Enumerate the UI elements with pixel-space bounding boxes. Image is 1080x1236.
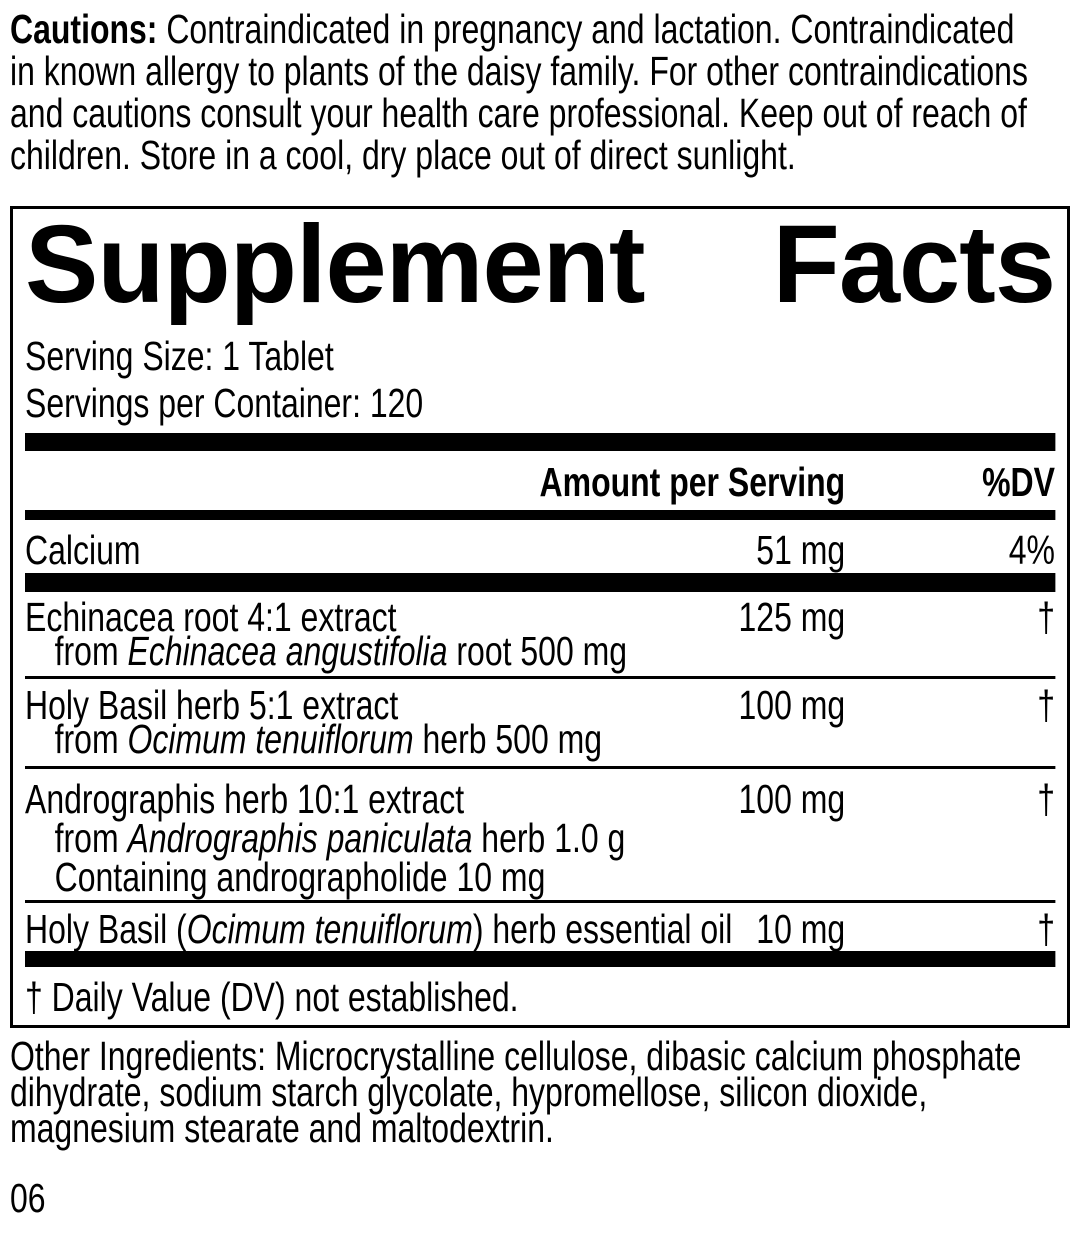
thick-rule (25, 951, 1055, 967)
ingredient-source-line: from Ocimum tenuiflorum herb 500 mg (54, 716, 603, 762)
thin-rule (25, 676, 1055, 679)
botanical-name: Andrographis paniculata (127, 815, 473, 861)
ingredient-dv: † (1037, 594, 1055, 640)
ingredient-source-line: from Andrographis paniculata herb 1.0 g (54, 815, 626, 861)
table-row-andrographis: Andrographis herb 10:1 extract 100 mg † … (25, 769, 1055, 900)
ingredient-dv: 4% (1008, 527, 1055, 573)
servings-per-container: Servings per Container: 120 (25, 380, 424, 426)
ingredient-dv: † (1037, 776, 1055, 822)
serving-info: Serving Size: 1 Tablet Servings per Cont… (25, 333, 1055, 427)
table-row-holy-basil: Holy Basil herb 5:1 extract 100 mg † fro… (25, 679, 1055, 766)
panel-title-word-supplement: Supplement (25, 206, 645, 326)
thin-rule (25, 900, 1055, 903)
ingredient-dv: † (1037, 906, 1055, 952)
cautions-label: Cautions: (10, 6, 158, 52)
panel-title-word-facts: Facts (772, 206, 1056, 326)
botanical-name: Ocimum tenuiflorum (127, 716, 414, 762)
ingredient-name: Holy Basil herb 5:1 extract (25, 682, 399, 728)
panel-title: Supplement Facts (25, 206, 1056, 326)
daily-value-footnote: † Daily Value (DV) not established. (25, 974, 519, 1020)
ingredient-amount: 125 mg (738, 594, 846, 640)
ingredient-amount: 51 mg (756, 527, 846, 573)
panel-body: Serving Size: 1 Tablet Servings per Cont… (25, 333, 1055, 1020)
ingredient-amount: 100 mg (738, 682, 846, 728)
other-ingredients-paragraph: Other Ingredients: Microcrystalline cell… (10, 1033, 1022, 1151)
ingredient-source-line: from Echinacea angustifolia root 500 mg (54, 628, 628, 674)
botanical-name: Ocimum tenuiflorum (186, 906, 473, 952)
table-row-echinacea: Echinacea root 4:1 extract 125 mg † from… (25, 592, 1055, 676)
column-header-amount: Amount per Serving (539, 459, 846, 505)
thick-rule (25, 433, 1055, 451)
thick-rule (25, 573, 1055, 592)
ingredient-name: Echinacea root 4:1 extract (25, 594, 397, 640)
supplement-facts-panel: Supplement Facts Serving Size: 1 Tablet … (10, 206, 1070, 1028)
cautions-text: Contraindicated in pregnancy and lactati… (10, 6, 1028, 178)
botanical-name: Echinacea angustifolia (127, 628, 448, 674)
ingredient-name: Andrographis herb 10:1 extract (25, 776, 465, 822)
medium-rule (25, 510, 1055, 520)
cautions-paragraph: Cautions: Contraindicated in pregnancy a… (10, 8, 1070, 176)
ingredient-dv: † (1037, 682, 1055, 728)
label-code: 06 (10, 1175, 46, 1221)
thin-rule (25, 766, 1055, 769)
table-row-calcium: Calcium 51 mg 4% (25, 520, 1055, 573)
ingredient-amount: 10 mg (756, 906, 846, 952)
serving-size: Serving Size: 1 Tablet (25, 333, 334, 379)
ingredient-amount: 100 mg (738, 776, 846, 822)
ingredient-name: Calcium (25, 527, 141, 573)
table-row-holy-basil-oil: Holy Basil (Ocimum tenuiflorum) herb ess… (25, 906, 1055, 952)
ingredient-name: Holy Basil ( (25, 906, 187, 952)
table-header-row: Amount per Serving %DV (25, 451, 1055, 510)
column-header-dv: %DV (982, 459, 1055, 505)
ingredient-constituent-line: Containing andrographolide 10 mg (54, 854, 546, 900)
